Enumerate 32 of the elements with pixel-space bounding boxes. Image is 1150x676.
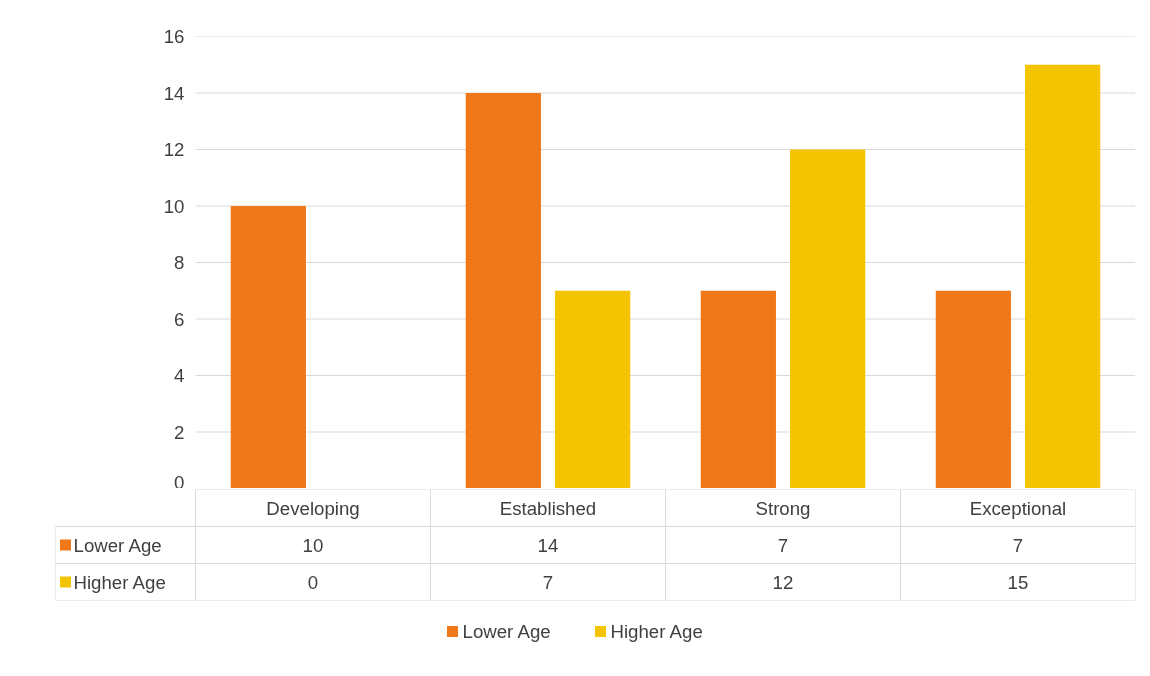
data-label: 15 [1007,571,1029,593]
text: Lower Age [462,621,551,642]
y-tick-label: 2 [174,421,185,443]
y-tick-label: 6 [174,308,185,330]
x-tick-label: Established [499,497,597,519]
y-tick-label: 16 [163,26,185,47]
x-tick-label: Developing [266,497,360,519]
bar [790,149,866,488]
data-label: 7 [1012,534,1024,556]
bar [555,290,631,488]
y-tick-label: 14 [163,82,185,104]
data-label: 10 [302,534,324,556]
y-tick-label: 10 [163,195,185,217]
x-tick-label: Strong [755,497,811,519]
data-label: 12 [772,571,794,593]
y-tick-label: 12 [163,139,185,160]
bar [935,290,1011,488]
text: Higher Age [73,571,166,593]
data-label: 7 [542,571,554,593]
bar [1025,64,1101,488]
legend-label: Higher Age [610,621,703,642]
data-label: 7 [777,534,789,556]
bar [700,290,776,488]
x-tick-label: Exceptional [969,497,1067,519]
y-tick-label: 4 [174,365,185,386]
bar [230,206,306,488]
bar [465,93,541,488]
y-tick-label: 0 [174,471,185,493]
data-label: 0 [307,571,319,593]
data-label: 14 [537,534,559,556]
legend-label: Lower Age [73,534,162,556]
y-tick-label: 8 [174,252,185,273]
